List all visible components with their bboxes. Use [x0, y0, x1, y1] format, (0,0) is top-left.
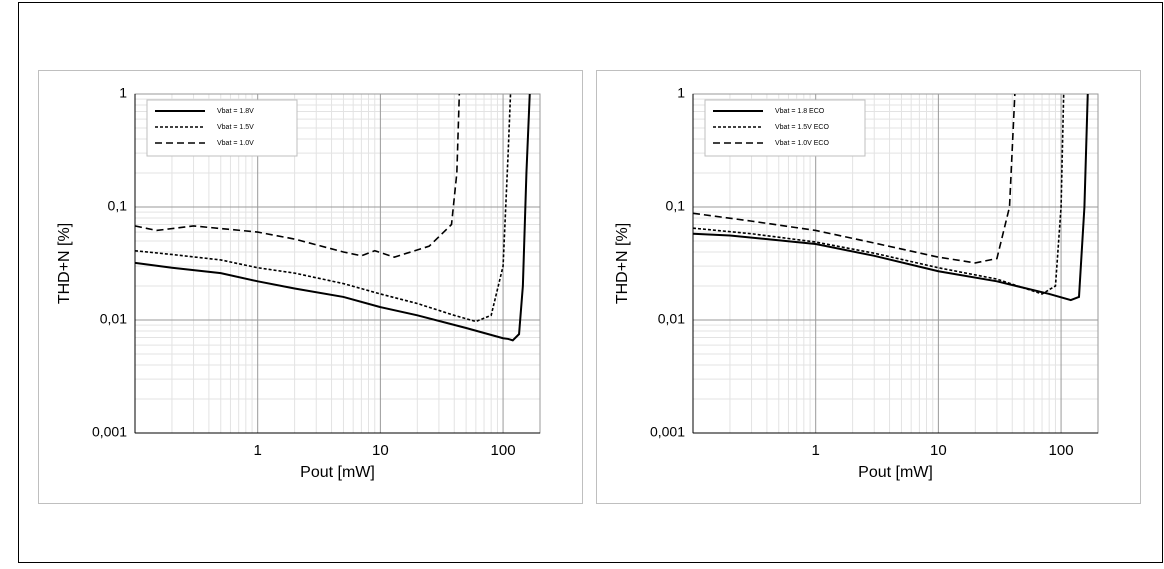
x-tick-label: 1: [812, 442, 820, 459]
legend-box: [704, 99, 866, 157]
y-tick-label: 0,01: [100, 311, 127, 327]
x-axis-label: Pout [mW]: [300, 464, 375, 481]
x-tick-label: 10: [372, 442, 389, 459]
x-tick-label: 100: [491, 442, 516, 459]
y-tick-label: 1: [677, 85, 685, 101]
legend-label: Vbat = 1.8 ECO: [775, 108, 825, 115]
series-line: [135, 93, 531, 342]
legend-label: Vbat = 1.0V: [217, 140, 254, 147]
y-tick-label: 0,001: [92, 424, 127, 440]
y-tick-label: 0,01: [658, 311, 685, 327]
y-axis-label: THD+N [%]: [614, 223, 631, 304]
outer-frame: [18, 2, 1163, 563]
legend-box: [146, 99, 298, 157]
legend-label: Vbat = 1.0V ECO: [775, 140, 829, 147]
x-tick-label: 100: [1049, 442, 1074, 459]
legend-label: Vbat = 1.5V ECO: [775, 124, 829, 131]
y-tick-label: 0,001: [650, 424, 685, 440]
x-tick-label: 1: [254, 442, 262, 459]
series-line: [135, 93, 512, 323]
series-line: [135, 93, 461, 258]
legend-label: Vbat = 1.8V: [217, 108, 254, 115]
y-axis-label: THD+N [%]: [56, 223, 73, 304]
chart-panel: [38, 70, 583, 504]
y-tick-label: 0,1: [666, 198, 686, 214]
chart-panel: [596, 70, 1141, 504]
series-line: [693, 93, 1065, 295]
x-axis-label: Pout [mW]: [858, 464, 933, 481]
y-tick-label: 0,1: [108, 198, 128, 214]
series-line: [693, 93, 1089, 302]
series-line: [693, 93, 1016, 264]
y-tick-label: 1: [119, 85, 127, 101]
legend-label: Vbat = 1.5V: [217, 124, 254, 131]
x-tick-label: 10: [930, 442, 947, 459]
